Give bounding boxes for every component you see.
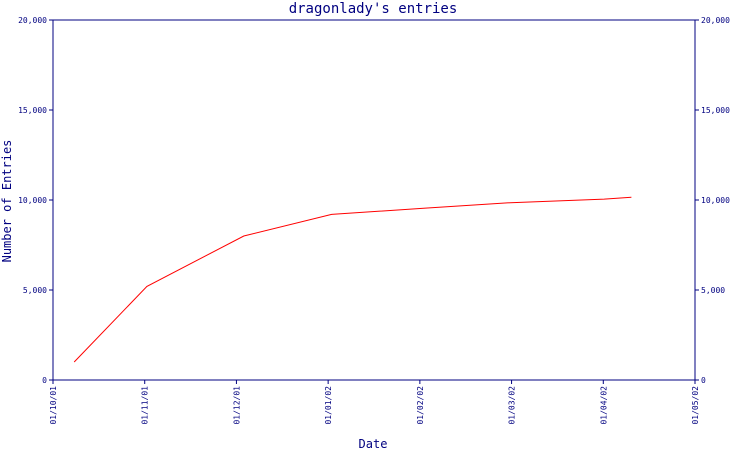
series-line [73, 196, 632, 363]
y-tick-label-right: 20,000 [701, 16, 730, 25]
y-tick-label-right: 0 [701, 376, 706, 385]
y-axis-left: 0 5,000 10,000 15,000 20,000 [18, 16, 53, 385]
y-tick-label-right: 5,000 [701, 286, 725, 295]
y-tick-label-left: 0 [42, 376, 47, 385]
y-tick-label-left: 15,000 [18, 106, 47, 115]
x-tick-label: 01/10/01 [49, 386, 58, 425]
y-tick-label-right: 15,000 [701, 106, 730, 115]
y-axis-right: 0 5,000 10,000 15,000 20,000 [695, 16, 730, 385]
x-axis: 01/10/01 01/11/01 01/12/01 01/01/02 01/02/02… [49, 380, 700, 425]
x-tick-label: 01/11/01 [141, 386, 150, 425]
x-tick-label: 01/01/02 [324, 386, 333, 425]
plot-frame [52, 19, 696, 381]
x-tick-label: 01/03/02 [508, 386, 517, 425]
y-tick-label-left: 10,000 [18, 196, 47, 205]
chart-title: dragonlady's entries [289, 1, 458, 17]
y-tick-label-left: 20,000 [18, 16, 47, 25]
y-tick-label-left: 5,000 [23, 286, 47, 295]
x-tick-label: 01/05/02 [691, 386, 700, 425]
x-tick-label: 01/04/02 [599, 386, 608, 425]
x-tick-label: 01/12/01 [232, 386, 241, 425]
series-layer [73, 196, 632, 363]
x-axis-title: Date [359, 437, 388, 450]
y-tick-label-right: 10,000 [701, 196, 730, 205]
y-axis-title: Number of Entries [0, 140, 14, 263]
x-tick-label: 01/02/02 [416, 386, 425, 425]
